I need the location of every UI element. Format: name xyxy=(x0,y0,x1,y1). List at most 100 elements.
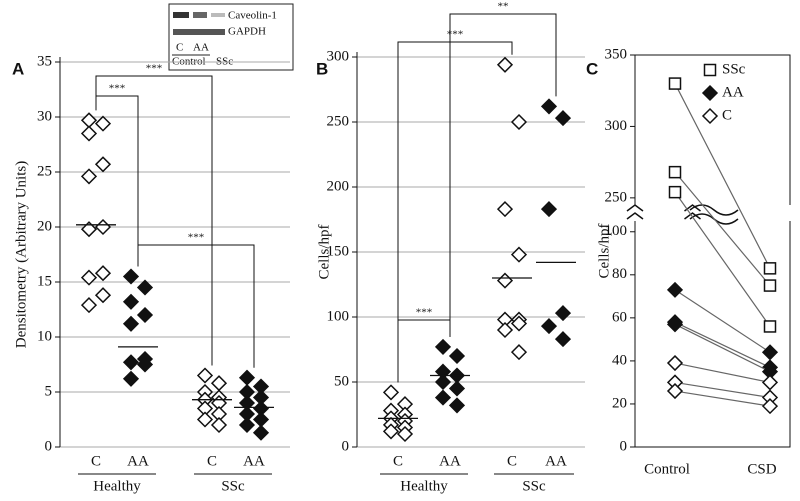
x-tick-label: C xyxy=(393,453,403,469)
marker xyxy=(80,269,98,286)
blot-band xyxy=(173,29,225,35)
marker xyxy=(80,125,98,142)
marker xyxy=(94,218,112,236)
y-tick-label: 0 xyxy=(45,438,53,454)
y-tick-label: 50 xyxy=(334,373,349,389)
y-tick-label: 60 xyxy=(612,309,627,325)
y-axis-label: Cells/hpf xyxy=(596,223,612,278)
marker xyxy=(701,107,719,125)
marker xyxy=(510,315,528,332)
y-tick-label: 300 xyxy=(605,118,628,134)
marker xyxy=(763,262,777,275)
y-tick-label: 30 xyxy=(37,108,52,124)
y-tick-label: 250 xyxy=(327,113,350,129)
marker xyxy=(496,272,514,289)
pair-line xyxy=(674,171,771,286)
marker xyxy=(122,268,140,285)
pair-line xyxy=(674,362,771,384)
marker xyxy=(761,374,779,391)
significance-bracket xyxy=(397,41,513,383)
marker xyxy=(761,344,779,361)
inset-lane-label: C xyxy=(176,42,183,54)
marker xyxy=(540,98,558,115)
blot-band xyxy=(211,13,225,17)
marker xyxy=(761,398,779,415)
inset-band-label: Caveolin-1 xyxy=(228,10,277,22)
marker xyxy=(382,384,400,401)
marker xyxy=(666,316,684,333)
y-tick-label: 0 xyxy=(342,438,350,454)
panel-letter: A xyxy=(12,59,24,78)
marker xyxy=(540,201,558,218)
marker xyxy=(136,306,154,324)
pair-line xyxy=(674,390,771,407)
marker xyxy=(496,201,514,218)
axis-break xyxy=(626,204,644,220)
marker xyxy=(122,370,140,387)
x-tick-label: C xyxy=(91,453,101,469)
marker xyxy=(668,165,682,179)
y-tick-label: 35 xyxy=(37,53,52,69)
marker xyxy=(496,321,514,339)
significance-bracket xyxy=(95,75,213,366)
marker xyxy=(554,110,572,127)
legend-label: SSc xyxy=(722,61,746,77)
marker xyxy=(382,423,400,440)
marker xyxy=(666,281,684,298)
y-tick-label: 200 xyxy=(327,178,350,194)
x-tick-label: AA xyxy=(439,453,461,469)
marker xyxy=(122,354,140,371)
marker xyxy=(763,279,777,292)
marker xyxy=(703,63,717,77)
marker xyxy=(94,115,112,132)
panel-letter: B xyxy=(316,59,328,78)
significance-label: *** xyxy=(109,83,126,95)
marker xyxy=(196,411,214,428)
marker xyxy=(80,112,98,129)
marker xyxy=(210,375,228,392)
x-tick-label: C xyxy=(507,453,517,469)
significance-label: *** xyxy=(146,63,163,75)
x-tick-label: AA xyxy=(545,453,567,469)
marker xyxy=(666,382,684,400)
y-tick-label: 15 xyxy=(37,273,52,289)
inset-band-label: GAPDH xyxy=(228,26,266,38)
pair-line xyxy=(674,321,771,368)
significance-label: ** xyxy=(498,1,509,13)
marker xyxy=(554,331,572,348)
marker xyxy=(238,369,256,386)
marker xyxy=(510,246,528,263)
significance-label: *** xyxy=(416,307,433,319)
group-label: Healthy xyxy=(93,478,141,494)
panel-letter: C xyxy=(586,59,598,78)
y-tick-label: 350 xyxy=(605,46,628,62)
marker xyxy=(510,113,528,131)
y-tick-label: 100 xyxy=(605,223,628,239)
marker xyxy=(496,56,514,73)
inset-frame xyxy=(168,3,294,71)
y-tick-label: 20 xyxy=(612,395,627,411)
legend-label: AA xyxy=(722,84,744,100)
y-tick-label: 25 xyxy=(37,163,52,179)
y-tick-label: 20 xyxy=(37,218,52,234)
marker xyxy=(94,265,112,282)
x-tick-label: CSD xyxy=(747,461,776,477)
marker xyxy=(396,425,414,443)
x-tick-label: C xyxy=(207,453,217,469)
marker xyxy=(666,354,684,372)
group-label: SSc xyxy=(221,478,245,494)
marker xyxy=(510,344,528,361)
marker xyxy=(94,287,112,304)
marker xyxy=(701,84,719,102)
x-tick-label: AA xyxy=(127,453,149,469)
marker xyxy=(136,279,154,296)
marker xyxy=(554,305,572,322)
marker xyxy=(80,221,98,238)
y-tick-label: 150 xyxy=(327,243,350,259)
marker xyxy=(238,416,256,434)
marker xyxy=(122,315,140,332)
group-label: SSc xyxy=(522,478,546,494)
y-tick-label: 10 xyxy=(37,328,52,344)
